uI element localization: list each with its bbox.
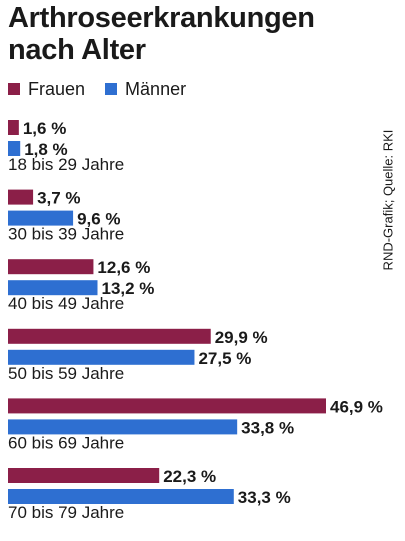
bar-frauen-30-bis-39-jahre — [8, 189, 34, 205]
bar-frauen-60-bis-69-jahre — [8, 398, 326, 414]
bar-maenner-40-bis-49-jahre — [8, 280, 98, 296]
legend-label-frauen: Frauen — [28, 78, 86, 99]
bar-group-40-bis-49-jahre: 12,6 % 13,2 %40 bis 49 Jahre — [8, 258, 154, 313]
bar-group-60-bis-69-jahre: 46,9 % 33,8 % 60 bis 69 Jahre — [8, 397, 383, 452]
value-label-frauen-18-bis-29-jahre: 1,6 % — [23, 119, 66, 138]
value-label-frauen-40-bis-49-jahre: 12,6 % — [97, 258, 150, 277]
bar-maenner-50-bis-59-jahre — [8, 349, 195, 365]
legend-label-maenner: Männer — [125, 78, 187, 99]
bar-maenner-30-bis-39-jahre — [8, 210, 74, 226]
value-label-frauen-30-bis-39-jahre: 3,7 % — [37, 189, 80, 208]
value-label-frauen-50-bis-59-jahre: 29,9 % — [215, 328, 268, 347]
legend: Frauen Männer — [8, 78, 206, 100]
legend-swatch-frauen — [8, 83, 20, 95]
bar-group-50-bis-59-jahre: 29,9 % 27,5 % 50 bis 59 Jahre — [8, 328, 268, 383]
legend-item-maenner: Männer — [105, 79, 186, 100]
bar-group-70-bis-79-jahre: 22,3 % 33,3 % 70 bis 79 Jahre — [8, 467, 291, 522]
value-label-maenner-70-bis-79-jahre: 33,3 % — [238, 488, 291, 507]
bar-maenner-18-bis-29-jahre — [8, 141, 21, 156]
bar-frauen-50-bis-59-jahre — [8, 328, 211, 344]
bar-group-18-bis-29-jahre: 1,6 % 1,8 %18 bis 29 Jahre — [8, 119, 124, 174]
category-label-70-bis-79-jahre: 70 bis 79 Jahre — [8, 503, 124, 522]
bar-maenner-70-bis-79-jahre — [8, 489, 234, 504]
chart-title: Arthroseerkrankungen nach Alter — [8, 2, 315, 66]
category-label-18-bis-29-jahre: 18 bis 29 Jahre — [8, 155, 124, 174]
bar-group-30-bis-39-jahre: 3,7 % 9,6 %30 bis 39 Jahre — [8, 189, 124, 244]
value-label-frauen-70-bis-79-jahre: 22,3 % — [163, 467, 216, 486]
bar-frauen-18-bis-29-jahre — [8, 120, 19, 135]
value-label-maenner-40-bis-49-jahre: 13,2 % — [102, 279, 155, 298]
category-label-50-bis-59-jahre: 50 bis 59 Jahre — [8, 364, 124, 383]
legend-item-frauen: Frauen — [8, 79, 85, 100]
bar-maenner-60-bis-69-jahre — [8, 419, 238, 435]
legend-swatch-maenner — [105, 83, 118, 95]
bar-frauen-40-bis-49-jahre — [8, 259, 94, 275]
value-label-maenner-30-bis-39-jahre: 9,6 % — [77, 210, 120, 229]
bar-frauen-70-bis-79-jahre — [8, 468, 160, 483]
category-label-60-bis-69-jahre: 60 bis 69 Jahre — [8, 433, 124, 452]
value-label-maenner-50-bis-59-jahre: 27,5 % — [198, 349, 251, 368]
category-label-40-bis-49-jahre: 40 bis 49 Jahre — [8, 294, 124, 313]
value-label-frauen-60-bis-69-jahre: 46,9 % — [330, 397, 383, 416]
value-label-maenner-18-bis-29-jahre: 1,8 % — [24, 140, 67, 159]
value-label-maenner-60-bis-69-jahre: 33,8 % — [241, 418, 294, 437]
category-label-30-bis-39-jahre: 30 bis 39 Jahre — [8, 225, 124, 244]
